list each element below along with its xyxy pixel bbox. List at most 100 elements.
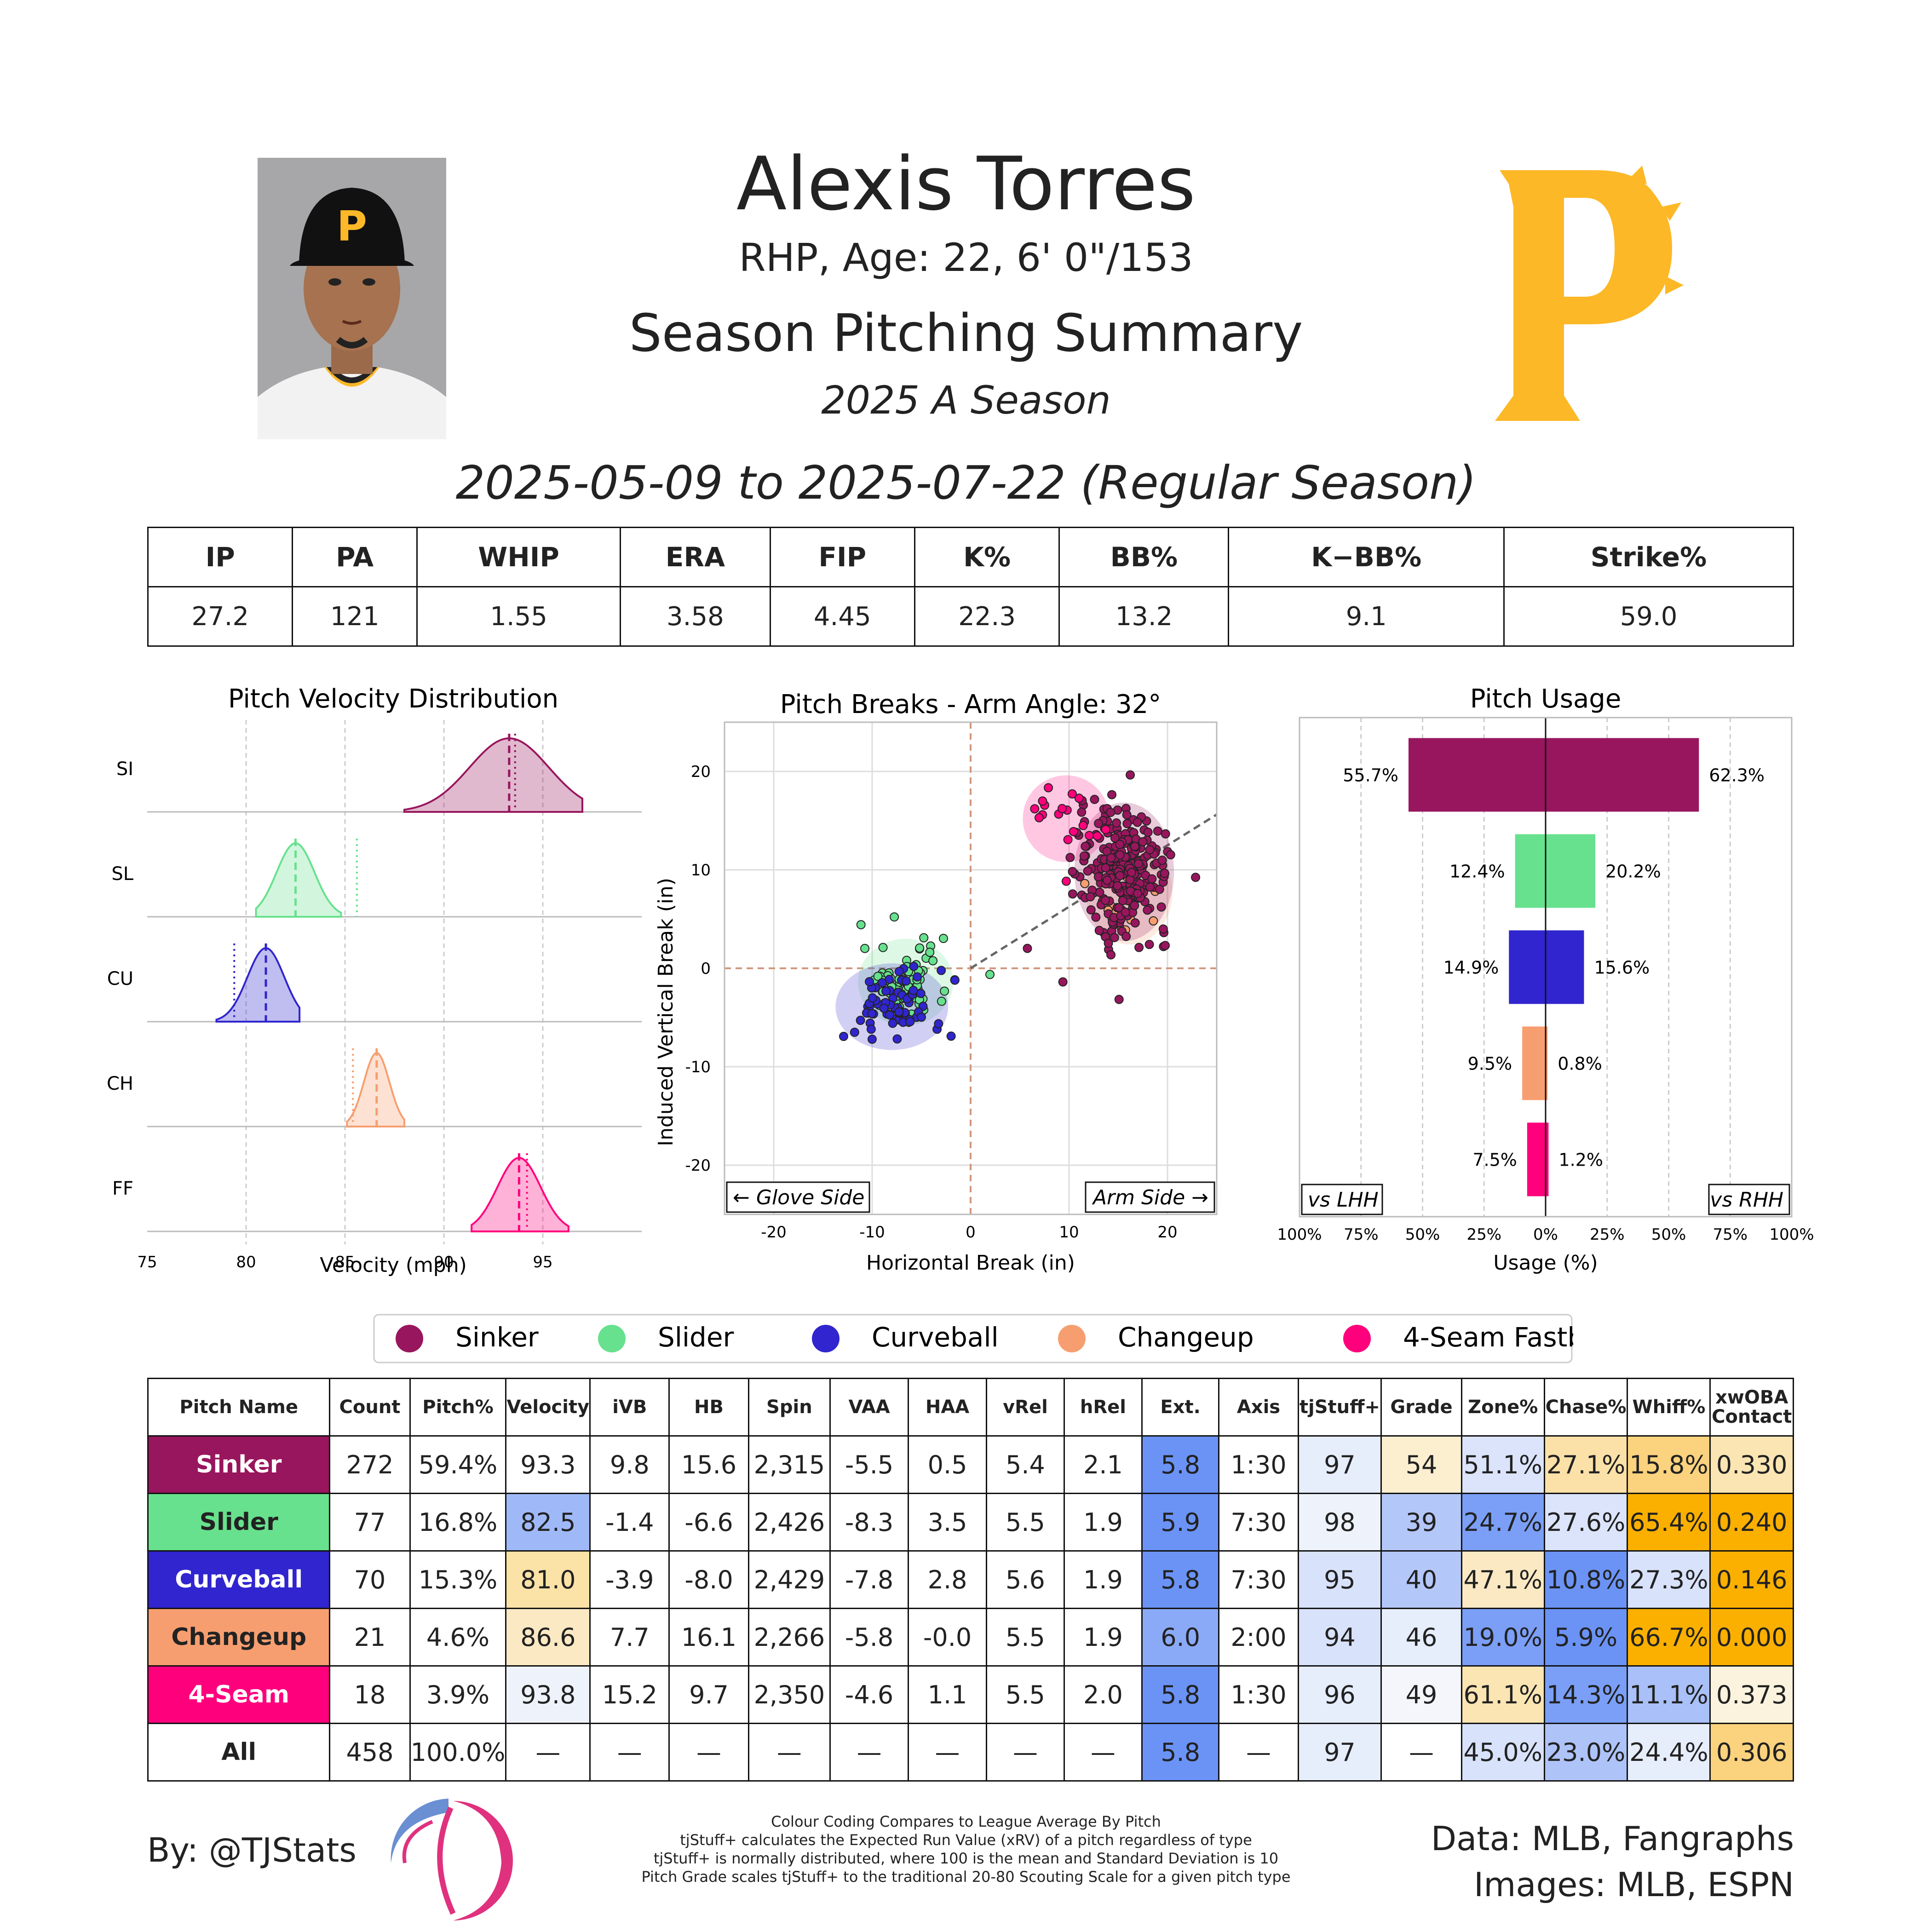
break-point (894, 966, 904, 976)
pitch-metric-cell: 66.7% (1627, 1608, 1711, 1667)
break-y-tick: 20 (691, 763, 711, 781)
pitch-metric-cell: — (668, 1723, 749, 1782)
pitch-metric-cell: 1.1 (908, 1665, 988, 1724)
break-x-axis-label: Horizontal Break (in) (866, 1251, 1075, 1275)
break-point (1157, 856, 1167, 865)
legend-marker (598, 1325, 626, 1352)
pitch-metric-cell: — (829, 1723, 909, 1782)
player-headshot: P (258, 158, 446, 439)
pitch-name-cell: Curveball (147, 1550, 331, 1609)
break-point (1100, 896, 1110, 905)
pitch-metric-cell: 5.5 (986, 1665, 1065, 1724)
break-point (1034, 813, 1044, 822)
break-point (888, 1018, 897, 1028)
break-x-tick: -20 (761, 1223, 787, 1242)
break-x-tick: 20 (1157, 1223, 1177, 1242)
pitch-metric-cell: 16.8% (409, 1493, 507, 1552)
break-point (1101, 825, 1110, 834)
pitch-table-header: Axis (1218, 1378, 1299, 1437)
arm-side-box: Arm Side → (1085, 1181, 1215, 1213)
break-point (1106, 808, 1116, 817)
break-x-tick: 0 (966, 1223, 976, 1242)
legend-marker (1343, 1325, 1371, 1352)
break-x-tick: -10 (859, 1223, 885, 1242)
break-point (866, 1024, 876, 1034)
legend-label: Sinker (455, 1322, 539, 1353)
break-point (940, 986, 949, 996)
break-point (860, 943, 870, 953)
break-point (868, 993, 877, 1003)
pitch-metric-cell: 1.9 (1063, 1608, 1143, 1667)
pitch-metric-cell: 98 (1297, 1493, 1382, 1552)
pitch-metric-cell: 1:30 (1218, 1435, 1299, 1494)
pitch-metric-cell: 97 (1297, 1723, 1382, 1782)
footer-note: tjStuff+ is normally distributed, where … (653, 1850, 1279, 1867)
break-point (1166, 850, 1175, 860)
break-grid (724, 722, 1218, 1214)
pitch-metric-cell: 458 (329, 1723, 411, 1782)
velocity-density-sl (255, 842, 342, 918)
break-point (877, 978, 887, 988)
velocity-x-tick: 75 (137, 1253, 157, 1271)
pitch-metric-cell: 21 (329, 1608, 411, 1667)
break-point (913, 972, 922, 982)
break-point (1065, 853, 1075, 862)
break-point (1030, 804, 1040, 814)
break-point (1044, 783, 1053, 793)
pitch-metric-cell: -3.9 (589, 1550, 670, 1609)
legend-marker (1058, 1325, 1086, 1352)
stat-header-era: ERA (620, 527, 771, 587)
pitch-metric-cell: 45.0% (1460, 1723, 1545, 1782)
pitch-metric-cell: 70 (329, 1550, 411, 1609)
pitch-metric-cell: -1.4 (589, 1493, 670, 1552)
pitch-metric-cell: 9.8 (589, 1435, 670, 1494)
pitch-metric-cell: 61.1% (1460, 1665, 1545, 1724)
pitch-metric-cell: 93.8 (505, 1665, 591, 1724)
pitch-table-header: Velocity (505, 1378, 591, 1437)
pitch-table-header: VAA (829, 1378, 909, 1437)
velocity-rows: SI SL CU CH FF (107, 734, 642, 1232)
pitch-metric-cell: 82.5 (505, 1493, 591, 1552)
pitch-table-body: Sinker 272 59.4% 93.3 9.8 15.6 2,315 -5.5 0.5 5.4… (147, 1435, 1794, 1782)
break-point (1067, 789, 1077, 799)
pitch-metric-cell: -7.8 (829, 1550, 909, 1609)
usage-chart-title: Pitch Usage (1470, 684, 1622, 714)
pitch-metric-cell: 100.0% (409, 1723, 507, 1782)
usage-x-tick: 0% (1533, 1225, 1558, 1244)
velocity-x-ticks: 75 80 85 90 95 (137, 1253, 552, 1271)
break-point (850, 1028, 859, 1037)
break-y-axis-label: Induced Vertical Break (in) (654, 878, 678, 1146)
pitch-metric-cell: -5.5 (829, 1435, 909, 1494)
usage-bar-changeup (1522, 1026, 1548, 1100)
image-source: Images: MLB, ESPN (1473, 1865, 1794, 1904)
usage-label-rhh: 0.8% (1558, 1054, 1602, 1074)
stat-value-strike-pct: 59.0 (1503, 586, 1794, 647)
glove-side-label: ← Glove Side (733, 1186, 864, 1209)
break-point (985, 970, 995, 979)
velocity-grid (245, 720, 544, 1244)
break-point (925, 948, 935, 957)
break-point (1114, 903, 1124, 913)
break-chart-title: Pitch Breaks - Arm Angle: 32° (780, 690, 1162, 719)
velocity-x-axis-label: Velocity (mph) (320, 1254, 467, 1277)
usage-plot-frame (1299, 717, 1793, 1218)
break-point (1069, 827, 1078, 836)
pitch-metric-cell: 2,426 (748, 1493, 831, 1552)
pitch-metric-cell: 49 (1380, 1665, 1462, 1724)
break-point (950, 975, 960, 985)
break-point (1133, 817, 1142, 827)
arm-side-label: Arm Side → (1092, 1186, 1208, 1209)
pitch-metric-cell: 27.6% (1543, 1493, 1628, 1552)
season-stats-value-row: 27.2 121 1.55 3.58 4.45 22.3 13.2 9.1 59… (147, 586, 1794, 647)
break-point (873, 972, 883, 981)
usage-label-rhh: 20.2% (1605, 862, 1661, 882)
season-stats-header-row: IP PA WHIP ERA FIP K% BB% K−BB% Strike% (147, 527, 1794, 587)
pitch-table-header: tjStuff+ (1297, 1378, 1382, 1437)
break-point (878, 943, 888, 952)
break-point (1130, 841, 1139, 851)
break-point (1110, 833, 1120, 843)
pitch-table-row: Changeup 21 4.6% 86.6 7.7 16.1 2,266 -5.8 -0.0 5.… (147, 1608, 1794, 1667)
break-point (1104, 938, 1113, 948)
break-point (1143, 905, 1152, 915)
break-point (1158, 924, 1168, 934)
